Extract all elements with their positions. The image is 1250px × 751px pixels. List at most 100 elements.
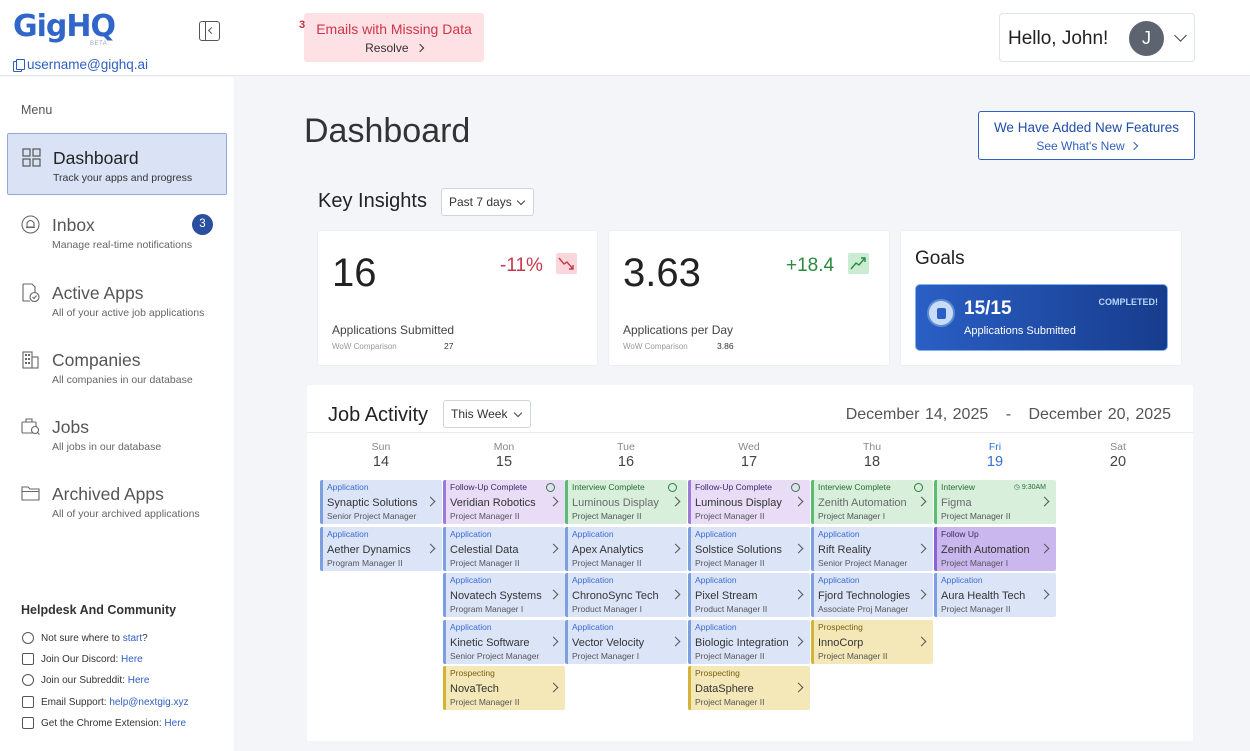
event-type: Application — [941, 575, 983, 585]
event-card[interactable]: Application Pixel Stream Product Manager I… — [688, 573, 810, 617]
event-card[interactable]: Application ChronoSync Tech Product Manage… — [565, 573, 687, 617]
event-role: Project Manager II — [818, 650, 888, 661]
chevron-right-icon[interactable] — [670, 496, 681, 507]
event-type: Prospecting — [818, 621, 863, 632]
username-copy[interactable]: username@gighq.ai — [13, 57, 148, 72]
goal-progress[interactable]: 15/15 Applications Submitted COMPLETED! — [915, 284, 1168, 351]
event-type: Prospecting — [450, 668, 495, 678]
chevron-right-icon[interactable] — [916, 589, 927, 600]
event-card[interactable]: Follow-Up Complete Luminous Display Projec… — [688, 480, 810, 524]
event-company: Fjord Technologies — [818, 590, 911, 602]
event-card[interactable]: Follow-Up Complete Veridian Robotics Proje… — [443, 480, 565, 524]
chevron-right-icon[interactable] — [1039, 543, 1050, 553]
chevron-right-icon[interactable] — [793, 682, 804, 693]
sidebar-item-archived-apps[interactable]: Archived Apps All of your archived appli… — [7, 470, 227, 532]
event-type: Prospecting — [695, 668, 740, 678]
inbox-badge: 3 — [192, 214, 213, 235]
event-card[interactable]: Prospecting DataSphere Project Manager II — [688, 666, 810, 710]
chevron-right-icon[interactable] — [1039, 496, 1050, 507]
event-card[interactable]: Application Apex Analytics Project Manager… — [565, 526, 687, 571]
event-card[interactable]: Application Rift Reality Senior Project Ma… — [811, 526, 933, 571]
subreddit-link[interactable]: Here — [127, 674, 150, 686]
user-menu[interactable]: Hello, John! J — [999, 13, 1195, 62]
copy-icon[interactable] — [13, 58, 25, 72]
discord-link[interactable]: Here — [121, 653, 143, 665]
event-card[interactable]: Follow Up Zenith Automation Project Manage… — [934, 526, 1056, 571]
see-whats-new-link[interactable]: See What's New — [979, 139, 1194, 153]
chevron-right-icon[interactable] — [793, 496, 804, 507]
chevron-down-icon[interactable] — [1174, 29, 1187, 42]
event-card[interactable]: Application Synaptic Solutions Senior Proj… — [320, 480, 442, 524]
insights-period-select[interactable]: Past 7 days — [441, 188, 534, 216]
chevron-right-icon[interactable] — [548, 543, 559, 553]
chevron-right-icon[interactable] — [548, 496, 559, 507]
event-company: NovaTech — [450, 683, 499, 695]
event-card[interactable]: Interview Figma Project Manager II ◷ 9:30AM — [934, 480, 1056, 524]
chevron-right-icon[interactable] — [916, 496, 927, 507]
day-name: Thu — [862, 441, 882, 453]
email-link[interactable]: help@nextgig.xyz — [109, 696, 189, 708]
event-role: Program Manager II — [327, 557, 403, 568]
event-card[interactable]: Application Novatech Systems Program Manag… — [443, 573, 565, 617]
day-name: Fri — [988, 441, 1002, 453]
event-card[interactable]: Interview Complete Zenith Automation Proje… — [811, 480, 933, 524]
chevron-right-icon[interactable] — [548, 682, 559, 693]
event-company: Aura Health Tech — [941, 590, 1026, 602]
event-card[interactable]: Application Aether Dynamics Program Manage… — [320, 526, 442, 571]
help-row-discord: Join Our Discord: Here — [22, 653, 143, 665]
event-type: Application — [695, 621, 737, 632]
chevron-right-icon[interactable] — [670, 636, 681, 646]
sidebar-item-subtitle: All companies in our database — [52, 374, 193, 386]
avatar[interactable]: J — [1129, 21, 1164, 56]
chevron-right-icon[interactable] — [425, 543, 436, 553]
event-card[interactable]: Application Biologic Integration Project M… — [688, 619, 810, 664]
event-card[interactable]: Application Vector Velocity Project Manage… — [565, 619, 687, 664]
help-row-subreddit: Join our Subreddit: Here — [22, 674, 149, 686]
event-card[interactable]: Prospecting NovaTech Project Manager II — [443, 666, 565, 710]
sidebar-toggle-icon[interactable] — [199, 21, 220, 41]
event-card[interactable]: Application Fjord Technologies Associate P… — [811, 573, 933, 617]
event-card[interactable]: Interview Complete Luminous Display Projec… — [565, 480, 687, 524]
chevron-right-icon[interactable] — [670, 589, 681, 600]
help-text: Join our Subreddit: — [41, 674, 128, 686]
sidebar-item-inbox[interactable]: Inbox 3 Manage real-time notifications — [7, 201, 227, 263]
chevron-right-icon[interactable] — [548, 636, 559, 646]
sidebar-item-active-apps[interactable]: Active Apps All of your active job appli… — [7, 269, 227, 331]
missing-data-alert[interactable]: 3 Emails with Missing Data Resolve — [299, 13, 484, 62]
event-card[interactable]: Application Kinetic Software Senior Projec… — [443, 619, 565, 664]
event-card[interactable]: Prospecting InnoCorp Project Manager II — [811, 619, 933, 664]
chevron-right-icon[interactable] — [793, 543, 804, 553]
sidebar-item-dashboard[interactable]: Dashboard Track your apps and progress — [7, 133, 227, 195]
event-card[interactable]: Application Solstice Solutions Project Man… — [688, 526, 810, 571]
activity-period-select[interactable]: This Week — [443, 400, 531, 428]
extension-link[interactable]: Here — [164, 717, 187, 729]
chevron-right-icon[interactable] — [793, 636, 804, 646]
sidebar-item-jobs[interactable]: Jobs All jobs in our database — [7, 403, 227, 465]
logo[interactable]: GigHQ — [13, 9, 116, 44]
top-header: GigHQ BETA username@gighq.ai 3 Emails wi… — [0, 0, 1250, 76]
chevron-right-icon[interactable] — [793, 589, 804, 600]
event-card[interactable]: Application Celestial Data Project Manager… — [443, 526, 565, 571]
sidebar-item-companies[interactable]: Companies All companies in our database — [7, 336, 227, 398]
chevron-right-icon[interactable] — [916, 636, 927, 646]
event-role: Project Manager II — [450, 557, 520, 568]
check-circle-icon — [791, 483, 800, 492]
event-role: Project Manager I — [818, 511, 886, 521]
new-features-button[interactable]: We Have Added New Features See What's Ne… — [978, 111, 1195, 160]
chevron-right-icon[interactable] — [1039, 589, 1050, 600]
check-circle-icon — [546, 483, 555, 492]
help-suffix: ? — [142, 632, 148, 644]
event-type: Follow-Up Complete — [450, 482, 527, 492]
mail-icon — [22, 696, 34, 708]
sidebar-item-title: Dashboard — [53, 148, 139, 168]
chevron-right-icon[interactable] — [548, 589, 559, 600]
chevron-right-icon[interactable] — [670, 543, 681, 553]
resolve-button[interactable]: Resolve — [304, 41, 484, 55]
briefcase-icon — [21, 418, 40, 435]
event-card[interactable]: Application Aura Health Tech Project Manag… — [934, 573, 1056, 617]
sidebar-item-subtitle: All of your archived applications — [52, 508, 200, 520]
day-number: 20 — [1109, 454, 1127, 470]
chevron-right-icon[interactable] — [916, 543, 927, 553]
start-link[interactable]: start — [122, 632, 143, 644]
chevron-right-icon[interactable] — [425, 496, 436, 507]
